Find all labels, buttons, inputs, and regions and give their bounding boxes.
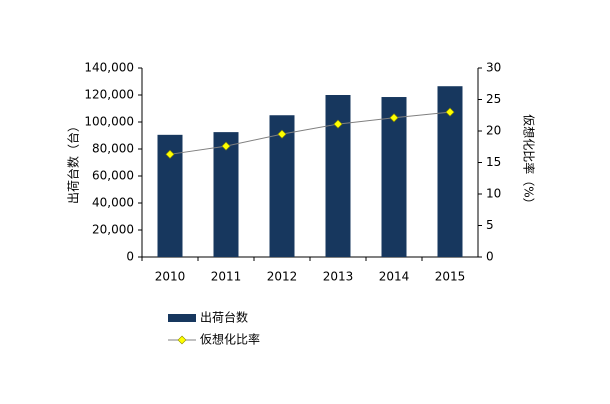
- y2-axis-label: 仮想化比率（%）: [522, 114, 537, 209]
- marker: [165, 149, 175, 159]
- y2-tick-label: 10: [486, 187, 501, 201]
- y2-tick-label: 15: [486, 155, 501, 169]
- y-axis-label: 出荷台数（台）: [66, 120, 81, 204]
- y2-tick-label: 0: [486, 250, 494, 264]
- bar: [381, 97, 407, 258]
- y-tick-label: 100,000: [84, 115, 134, 129]
- x-tick-label: 2015: [435, 270, 466, 284]
- y-tick-label: 40,000: [92, 196, 134, 210]
- y-tick-label: 60,000: [92, 169, 134, 183]
- y2-tick-label: 30: [486, 61, 501, 75]
- y-tick-label: 20,000: [92, 223, 134, 237]
- x-tick-label: 2012: [267, 270, 298, 284]
- x-tick-label: 2010: [155, 270, 186, 284]
- legend-label: 仮想化比率: [200, 332, 260, 347]
- y2-tick-label: 25: [486, 92, 501, 106]
- y-tick-label: 0: [126, 250, 134, 264]
- y-tick-label: 140,000: [84, 61, 134, 75]
- x-tick-label: 2014: [379, 270, 410, 284]
- marker: [221, 141, 231, 151]
- y2-tick-label: 5: [486, 218, 494, 232]
- bar: [269, 115, 295, 257]
- marker: [389, 113, 399, 123]
- y-tick-label: 120,000: [84, 88, 134, 102]
- y2-tick-label: 20: [486, 124, 501, 138]
- x-tick-label: 2011: [211, 270, 242, 284]
- legend-marker: [177, 335, 187, 345]
- bar: [325, 95, 351, 257]
- marker: [445, 107, 455, 117]
- legend-swatch: [168, 314, 196, 322]
- marker: [333, 119, 343, 129]
- legend-label: 出荷台数: [200, 310, 248, 325]
- y-tick-label: 80,000: [92, 142, 134, 156]
- marker: [277, 129, 287, 139]
- x-tick-label: 2013: [323, 270, 354, 284]
- line: [169, 111, 451, 155]
- bar: [213, 132, 239, 257]
